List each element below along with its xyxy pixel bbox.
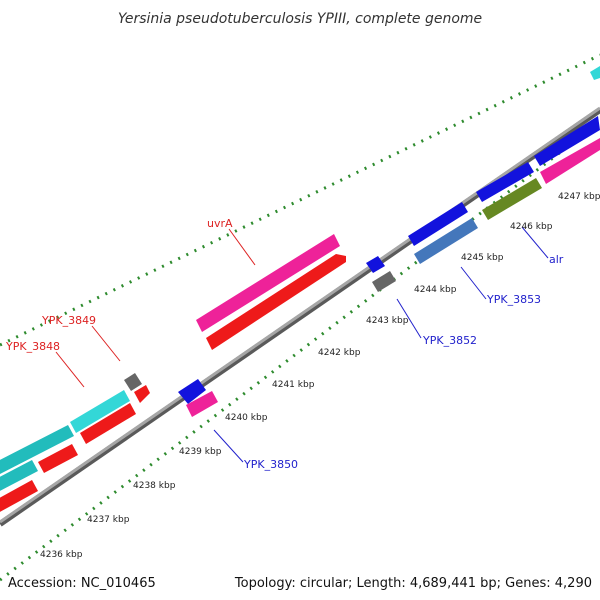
tick-label: 4242 kbp — [318, 348, 361, 358]
leader-uvrA — [228, 228, 256, 266]
leader-alr — [521, 226, 549, 259]
gene-cyan-3[interactable] — [0, 460, 38, 493]
gene-blue-3853a[interactable] — [408, 202, 468, 246]
tick-label: 4244 kbp — [414, 285, 457, 295]
tick-label: 4237 kbp — [87, 515, 130, 525]
tick-label: 4236 kbp — [40, 550, 83, 560]
leader-3852 — [396, 298, 422, 339]
gene-label-alr: alr — [549, 253, 564, 266]
leader-3849 — [91, 325, 121, 362]
gene-uvrA[interactable] — [196, 234, 340, 332]
leader-3848 — [55, 351, 85, 388]
gene-red-1[interactable] — [0, 480, 38, 513]
leader-3850 — [213, 429, 244, 463]
gene-grey-3849[interactable] — [124, 373, 142, 391]
gene-red-3[interactable] — [80, 403, 136, 444]
gene-red-uvrA-adjacent[interactable] — [206, 254, 346, 350]
gene-label-ypk3853: YPK_3853 — [486, 293, 541, 306]
gene-red-4[interactable] — [134, 385, 150, 403]
gene-magenta-right[interactable] — [540, 138, 600, 184]
gene-blue-3850[interactable] — [178, 379, 206, 404]
genome-summary-text: Topology: circular; Length: 4,689,441 bp… — [234, 576, 592, 591]
gene-cyan-2[interactable] — [70, 390, 130, 433]
gene-cyan-1[interactable] — [0, 425, 74, 476]
backbone-line — [0, 106, 600, 524]
gene-cyan-corner[interactable] — [590, 66, 600, 80]
gene-blue-right-2[interactable] — [534, 116, 600, 166]
gene-label-ypk3849: YPK_3849 — [41, 314, 96, 327]
tick-label: 4239 kbp — [179, 447, 222, 457]
gene-steel-3853[interactable] — [414, 218, 478, 264]
inner-dotted-track — [0, 120, 600, 582]
accession-text: Accession: NC_010465 — [8, 576, 156, 591]
gene-alr[interactable] — [482, 178, 542, 220]
leader-lines — [55, 226, 549, 463]
gene-red-2[interactable] — [38, 444, 78, 473]
gene-pink-3850[interactable] — [186, 391, 218, 417]
leader-3853 — [460, 266, 487, 300]
gene-label-ypk3848: YPK_3848 — [5, 340, 60, 353]
tick-label: 4238 kbp — [133, 481, 176, 491]
gene-blue-right-1[interactable] — [476, 162, 534, 202]
gene-label-uvrA: uvrA — [207, 217, 233, 230]
forward-features — [0, 138, 600, 513]
map-title: Yersinia pseudotuberculosis YPIII, compl… — [118, 11, 482, 27]
reverse-features — [178, 66, 600, 417]
tick-label: 4241 kbp — [272, 380, 315, 390]
gene-grey-3852[interactable] — [372, 271, 396, 292]
tick-label: 4247 kbp — [558, 192, 600, 202]
tick-label: 4246 kbp — [510, 222, 553, 232]
tick-label: 4243 kbp — [366, 316, 409, 326]
tick-label: 4245 kbp — [461, 253, 504, 263]
gene-blue-3852[interactable] — [366, 256, 385, 273]
outer-dotted-track — [0, 53, 600, 347]
tick-label: 4240 kbp — [225, 413, 268, 423]
gene-label-ypk3852: YPK_3852 — [422, 334, 477, 347]
gene-label-ypk3850: YPK_3850 — [243, 458, 298, 471]
